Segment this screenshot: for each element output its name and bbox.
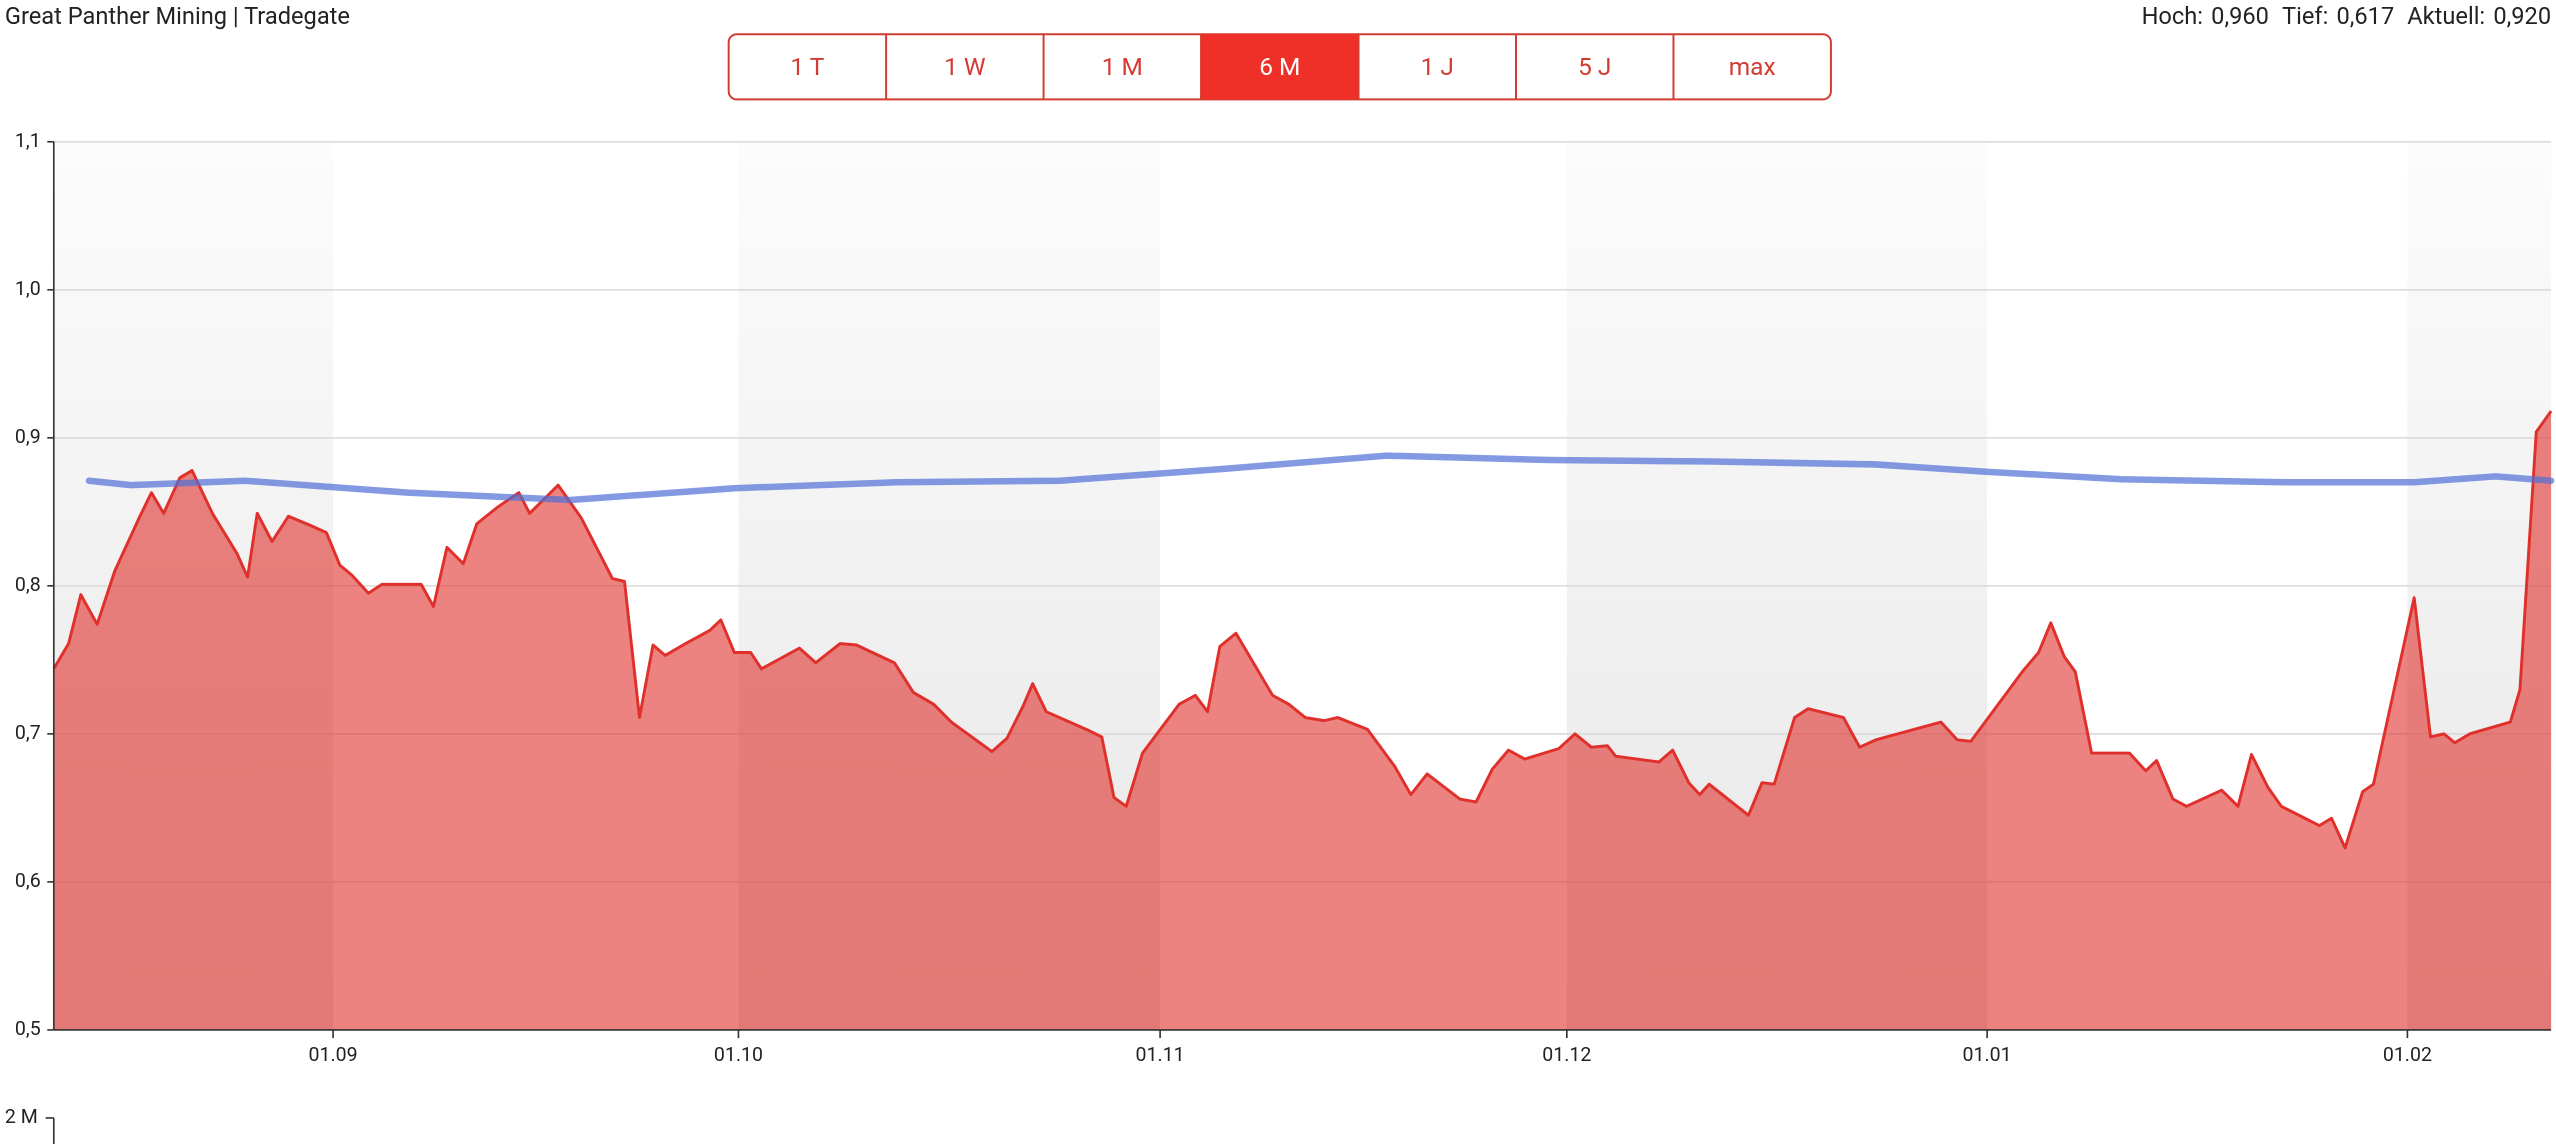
x-tick-label: 01.09	[309, 1043, 358, 1066]
range-button[interactable]: 1 T	[790, 52, 824, 81]
range-button[interactable]: 1 J	[1357, 34, 1454, 100]
button-label: 5 J	[1578, 52, 1611, 81]
stat-label: Aktuell:	[2407, 2, 2485, 30]
y-tick-label: 1,1	[15, 129, 41, 152]
stat-label: Hoch:	[2142, 2, 2203, 30]
x-tick-label: 01.02	[2383, 1043, 2432, 1066]
title: Great Panther Mining | Tradegate	[5, 2, 350, 30]
button-label: 1 T	[790, 52, 824, 81]
button-active-bg	[1201, 34, 1359, 100]
y-tick-label: 0,6	[15, 869, 41, 892]
stat-value: 0,617	[2336, 2, 2394, 30]
y-tick-label: 1,0	[15, 277, 41, 300]
range-button[interactable]: 6 M	[1200, 34, 1359, 100]
average-line	[85, 452, 2555, 504]
range-button[interactable]: 5 J	[1515, 34, 1611, 100]
range-button[interactable]: 1 W	[885, 34, 986, 100]
volume-axis-label: 2 M	[5, 1105, 38, 1128]
chart: 0,5 0,6 0,7 0,8 0,9 1,0 1,1 01.09 01.10 01.11 01.1…	[15, 129, 2555, 1066]
button-label: 1 J	[1421, 52, 1454, 81]
range-buttons: 1 T 1 W 1 M 6 M 1 J 5 J max	[727, 33, 1832, 101]
button-label: max	[1729, 52, 1776, 81]
range-button[interactable]: 1 M	[1042, 34, 1143, 100]
x-tick-label: 01.01	[1963, 1043, 2012, 1066]
range-button[interactable]: max	[1672, 34, 1776, 100]
y-tick-label: 0,9	[15, 425, 41, 448]
stat-value: 0,960	[2211, 2, 2269, 30]
stat-value: 0,920	[2493, 2, 2551, 30]
area-fill	[53, 411, 2552, 1030]
stats-text: Hoch: 0,960 Tief: 0,617 Aktuell: 0,920	[2142, 2, 2552, 30]
price-line	[52, 410, 2553, 850]
y-tick-label: 0,5	[15, 1017, 41, 1040]
x-tick-label: 01.10	[714, 1043, 763, 1066]
button-label: 6 M	[1259, 52, 1300, 81]
x-tick-label: 01.11	[1136, 1043, 1185, 1066]
button-label: 1 W	[944, 52, 986, 81]
y-tick-label: 0,7	[15, 721, 41, 744]
y-tick-label: 0,8	[15, 573, 41, 596]
x-tick-label: 01.12	[1542, 1043, 1591, 1066]
stats: Hoch: 0,960 Tief: 0,617 Aktuell: 0,920	[2142, 2, 2552, 30]
stat-label: Tief:	[2282, 2, 2328, 30]
button-label: 1 M	[1102, 52, 1143, 81]
